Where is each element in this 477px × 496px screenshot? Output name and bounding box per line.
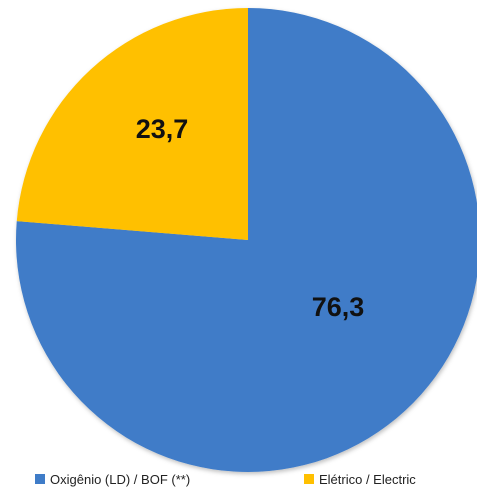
pie-slice-electric: [16, 7, 248, 241]
legend-item-bof: Oxigênio (LD) / BOF (**): [35, 472, 190, 487]
data-label-electric: 23,7: [136, 114, 189, 144]
legend-item-electric: Elétrico / Electric: [304, 472, 416, 487]
legend-label-bof: Oxigênio (LD) / BOF (**): [50, 472, 190, 487]
legend-swatch-bof: [35, 474, 45, 484]
pie-data-labels: 76,3 23,7: [136, 114, 365, 322]
data-label-bof: 76,3: [312, 292, 365, 322]
legend: Oxigênio (LD) / BOF (**) Elétrico / Elec…: [35, 472, 416, 487]
pie-slice-bof: [16, 8, 477, 472]
legend-swatch-electric: [304, 474, 314, 484]
pie-slices: [16, 7, 477, 472]
legend-label-electric: Elétrico / Electric: [319, 472, 416, 487]
